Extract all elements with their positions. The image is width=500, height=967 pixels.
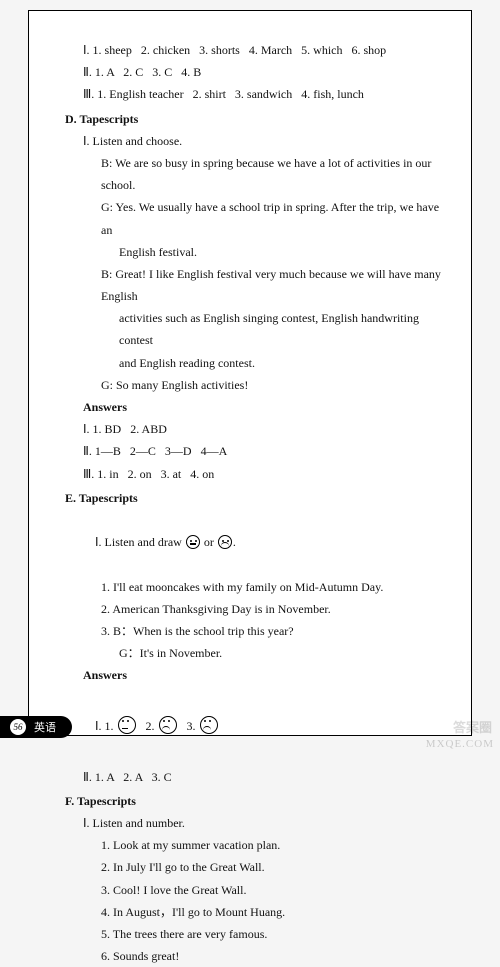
d-b2a: B: Great! I like English festival very m… [65,263,449,307]
top-line-2: Ⅱ. 1. A 2. C 3. C 4. B [65,61,449,83]
f-instruction: Ⅰ. Listen and number. [65,812,449,834]
e-instruction: Ⅰ. Listen and draw or . [65,509,449,576]
d-b2c: and English reading contest. [65,352,449,374]
d-instruction: Ⅰ. Listen and choose. [65,130,449,152]
d-ans-3: Ⅲ. 1. in 2. on 3. at 4. on [65,463,449,485]
f-l4: 4. In August，I'll go to Mount Huang. [65,901,449,923]
sad-face-icon [200,716,218,734]
e-a1b: 2. [137,719,158,733]
neutral-face-icon [118,716,136,734]
top-line-3: Ⅲ. 1. English teacher 2. shirt 3. sandwi… [65,83,449,105]
sad-face-icon [218,535,232,549]
page-footer-tab: 56 英语 [0,716,72,738]
e-a1a: Ⅰ. 1. [95,719,117,733]
e-answers-label: Answers [65,664,449,686]
sad-face-icon [159,716,177,734]
d-g1a: G: Yes. We usually have a school trip in… [65,196,449,240]
d-ans-1: Ⅰ. 1. BD 2. ABD [65,418,449,440]
d-b1: B: We are so busy in spring because we h… [65,152,449,196]
section-e-heading: E. Tapescripts [65,487,449,509]
d-answers-label: Answers [65,396,449,418]
e-i1a: Ⅰ. Listen and draw [95,535,185,549]
e-a1c: 3. [178,719,199,733]
f-l2: 2. In July I'll go to the Great Wall. [65,856,449,878]
e-i1c: . [233,535,236,549]
page-number: 56 [10,719,26,735]
f-l5: 5. The trees there are very famous. [65,923,449,945]
e-l1: 1. I'll eat mooncakes with my family on … [65,576,449,598]
section-f-heading: F. Tapescripts [65,790,449,812]
neutral-face-icon [186,535,200,549]
watermark-2: MXQE.COM [426,738,494,750]
e-i1b: or [201,535,217,549]
d-ans-2: Ⅱ. 1—B 2—C 3—D 4—A [65,440,449,462]
e-ans-1: Ⅰ. 1. 2. 3. [65,686,449,765]
page-frame: Ⅰ. 1. sheep 2. chicken 3. shorts 4. Marc… [28,10,472,736]
f-l3: 3. Cool! I love the Great Wall. [65,879,449,901]
footer-label: 英语 [34,719,56,735]
d-b2b: activities such as English singing conte… [65,307,449,351]
e-ans-2: Ⅱ. 1. A 2. A 3. C [65,766,449,788]
e-l4: G：It's in November. [65,642,449,664]
e-l2: 2. American Thanksgiving Day is in Novem… [65,598,449,620]
f-l1: 1. Look at my summer vacation plan. [65,834,449,856]
d-g1b: English festival. [65,241,449,263]
e-l3: 3. B：When is the school trip this year? [65,620,449,642]
top-line-1: Ⅰ. 1. sheep 2. chicken 3. shorts 4. Marc… [65,39,449,61]
watermark-1: 答案圈 [453,717,492,736]
f-l6: 6. Sounds great! [65,945,449,967]
section-d-heading: D. Tapescripts [65,108,449,130]
d-g2: G: So many English activities! [65,374,449,396]
